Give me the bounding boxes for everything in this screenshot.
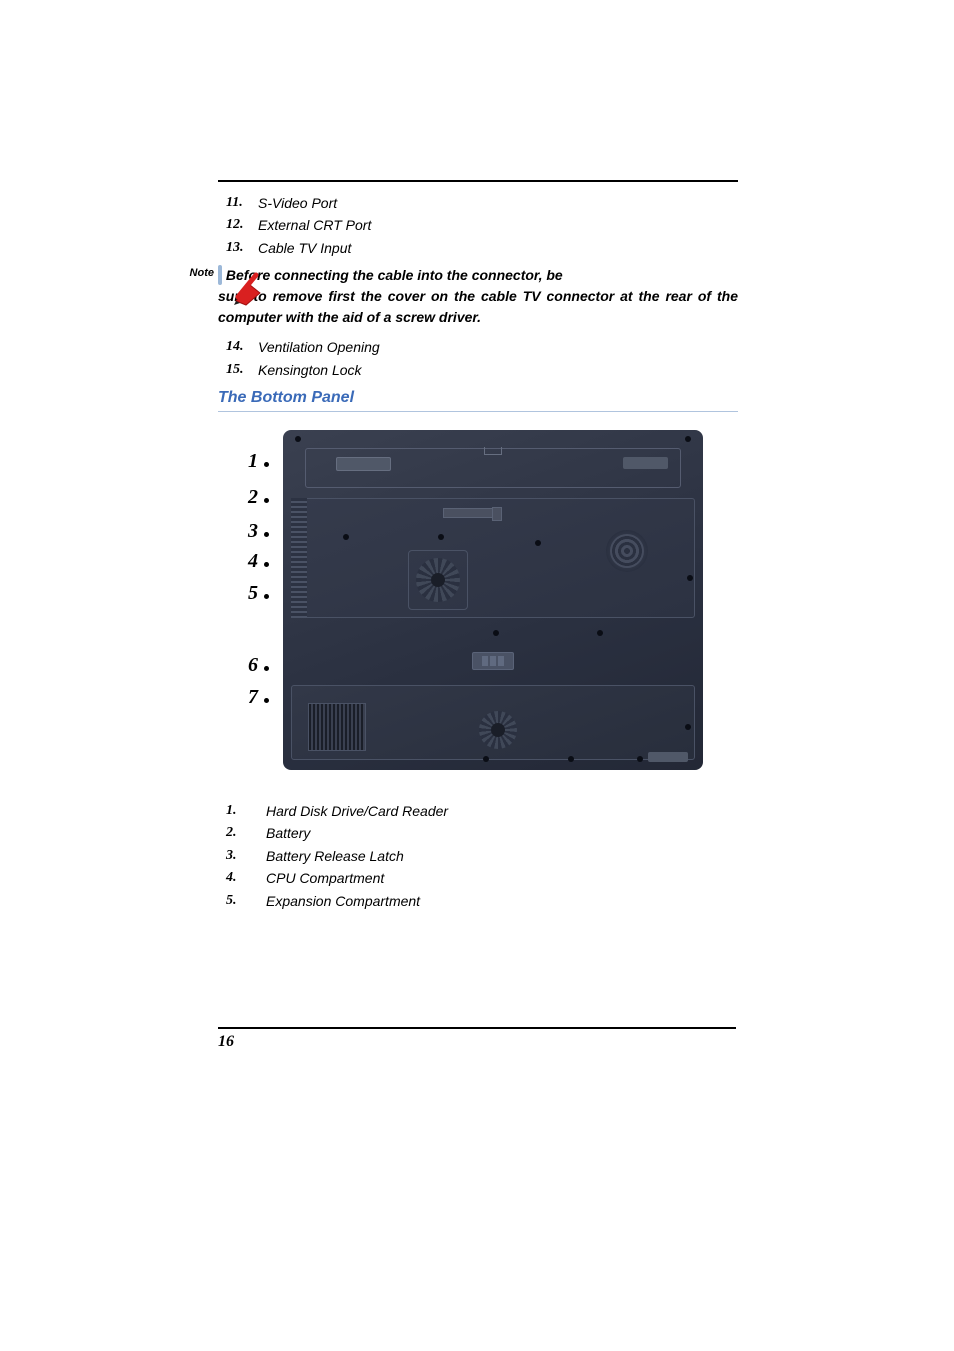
note-callout: Note Before connecting the cable into th… [218,265,738,328]
note-icon: Note [218,265,222,285]
item-number: 1. [226,800,266,822]
item-number: 2. [226,822,266,844]
screw-icon [685,436,691,442]
note-first-line: Before connecting the cable into the con… [226,267,563,283]
item-number: 3. [226,845,266,867]
list-item: 1.Hard Disk Drive/Card Reader [226,800,738,822]
screw-icon [295,436,301,442]
list-item: 11.S-Video Port [226,192,738,214]
cpu-fan [408,550,468,610]
vent-grille [308,703,366,751]
figure-label-2: 2 [248,486,258,509]
list-item: 4.CPU Compartment [226,867,738,889]
figure-label-1: 1 [248,450,258,473]
list-item: 5.Expansion Compartment [226,890,738,912]
section-heading: The Bottom Panel [218,389,738,407]
screw-icon [483,756,489,762]
pointer-dot [264,498,269,503]
screw-icon [535,540,541,546]
list-item: 2.Battery [226,822,738,844]
screw-icon [687,575,693,581]
item-text: Battery [266,822,310,844]
item-text: CPU Compartment [266,867,384,889]
item-number: 5. [226,890,266,912]
item-number: 13. [226,237,258,259]
screw-icon [568,756,574,762]
pointer-dot [264,532,269,537]
item-number: 4. [226,867,266,889]
mid-latch [472,652,514,670]
note-rest: sure to remove first the cover on the ca… [218,286,738,328]
top-compartment [305,448,681,488]
bottom-panel-figure: 1 2 3 4 5 6 7 [248,430,708,780]
figure-label-5: 5 [248,582,258,605]
list-item: 15.Kensington Lock [226,359,738,381]
upper-list-2: 14.Ventilation Opening 15.Kensington Loc… [218,336,738,381]
device-illustration [283,430,703,770]
screw-icon [493,630,499,636]
item-text: Hard Disk Drive/Card Reader [266,800,448,822]
top-divider [218,180,738,182]
list-item: 3.Battery Release Latch [226,845,738,867]
screw-icon [343,534,349,540]
pointer-dot [264,562,269,567]
item-number: 15. [226,359,258,381]
battery-latch [443,508,493,518]
bottom-slot [648,752,688,762]
page-footer: 16 [218,1027,736,1051]
screw-icon [438,534,444,540]
figure-label-4: 4 [248,550,258,573]
figure-label-6: 6 [248,654,258,677]
list-item: 14.Ventilation Opening [226,336,738,358]
figure-label-3: 3 [248,520,258,543]
center-notch [484,447,502,455]
item-text: Expansion Compartment [266,890,420,912]
pointer-dot [264,462,269,467]
list-item: 13.Cable TV Input [226,237,738,259]
note-label: Note [190,265,214,282]
bottom-panel-list: 1.Hard Disk Drive/Card Reader 2.Battery … [218,800,738,912]
top-right-slot [623,457,668,469]
item-number: 11. [226,192,258,214]
screw-icon [597,630,603,636]
item-text: Battery Release Latch [266,845,404,867]
screw-icon [637,756,643,762]
item-text: Kensington Lock [258,359,362,381]
upper-list-1: 11.S-Video Port 12.External CRT Port 13.… [218,192,738,259]
list-item: 12.External CRT Port [226,214,738,236]
item-number: 14. [226,336,258,358]
speaker-grille [606,530,648,572]
pointer-dot [264,666,269,671]
item-number: 12. [226,214,258,236]
hdd-slot [336,457,391,471]
lower-fan [473,705,523,755]
pointer-dot [264,698,269,703]
item-text: Ventilation Opening [258,336,380,358]
figure-label-7: 7 [248,686,258,709]
heading-underline [218,411,738,412]
footer-divider [218,1027,736,1029]
item-text: Cable TV Input [258,237,351,259]
expansion-strip [291,498,307,618]
item-text: S-Video Port [258,192,337,214]
item-text: External CRT Port [258,214,371,236]
page-number: 16 [218,1033,736,1051]
screw-icon [685,724,691,730]
pointer-dot [264,594,269,599]
